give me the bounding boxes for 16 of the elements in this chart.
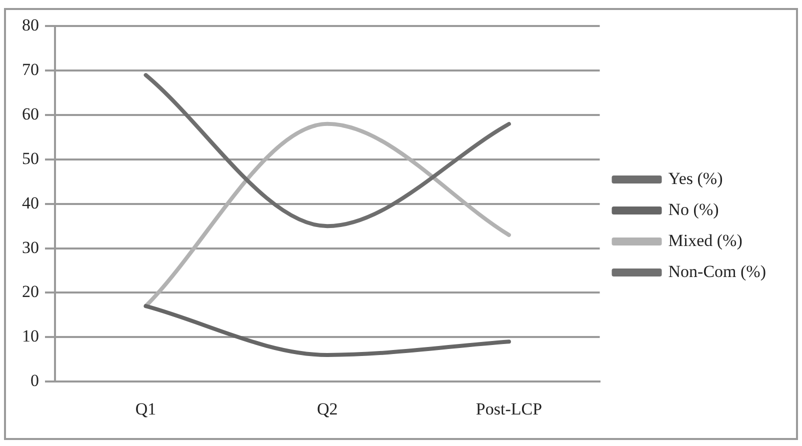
y-tick-label: 70 xyxy=(22,60,39,80)
legend-label: Mixed (%) xyxy=(668,230,742,250)
legend-label: Yes (%) xyxy=(668,168,723,188)
x-tick-label: Q1 xyxy=(135,399,156,418)
legend-label: No (%) xyxy=(668,200,719,219)
y-tick-label: 0 xyxy=(30,371,39,390)
y-tick-label: 10 xyxy=(22,326,39,346)
legend-label: Non-Com (%) xyxy=(668,262,766,281)
y-tick-label: 40 xyxy=(22,193,39,212)
y-tick-label: 80 xyxy=(22,16,39,35)
x-tick-label: Q2 xyxy=(316,399,338,418)
x-tick-label: Post-LCP xyxy=(476,399,542,418)
y-tick-label: 50 xyxy=(22,148,39,168)
y-tick-label: 20 xyxy=(22,282,39,302)
y-tick-label: 60 xyxy=(22,104,39,124)
y-tick-label: 30 xyxy=(22,238,39,257)
